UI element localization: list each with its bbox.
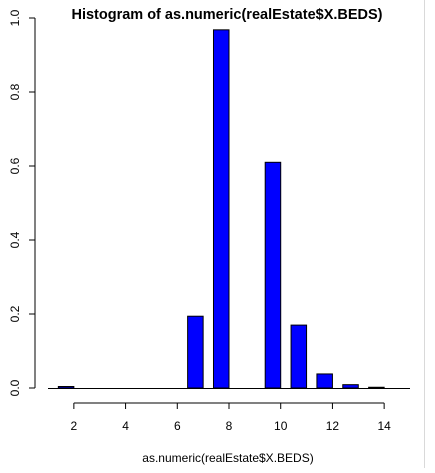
x-tick-label-12: 12 — [326, 419, 340, 433]
bar-6 — [342, 384, 359, 389]
bar-2 — [212, 29, 230, 389]
bar-3 — [264, 161, 282, 389]
x-axis: 2 4 6 8 10 12 14 — [71, 402, 391, 433]
bar-5 — [316, 373, 333, 389]
x-tick-label-10: 10 — [274, 419, 288, 433]
y-tick-label-0.8: 0.8 — [8, 83, 22, 100]
y-tick-label-0.0: 0.0 — [8, 379, 22, 396]
x-tick-label-6: 6 — [174, 419, 181, 433]
y-tick-label-0.6: 0.6 — [8, 157, 22, 174]
plot-area — [48, 29, 410, 389]
panel-border — [424, 0, 425, 468]
bar-1 — [187, 315, 204, 389]
y-tick-label-0.2: 0.2 — [8, 305, 22, 322]
x-axis-label: as.numeric(realEstate$X.BEDS) — [142, 451, 313, 465]
y-axis: 0.0 0.2 0.4 0.6 0.8 1.0 — [8, 9, 36, 396]
x-tick-label-14: 14 — [377, 419, 391, 433]
x-tick-label-8: 8 — [226, 419, 233, 433]
y-tick-label-0.4: 0.4 — [8, 231, 22, 248]
y-tick-label-1.0: 1.0 — [8, 9, 22, 26]
bar-0 — [57, 386, 75, 389]
x-tick-label-4: 4 — [122, 419, 129, 433]
bar-7 — [368, 386, 385, 389]
bar-4 — [290, 324, 308, 389]
x-tick-label-2: 2 — [71, 419, 78, 433]
chart-title: Histogram of as.numeric(realEstate$X.BED… — [71, 7, 382, 23]
